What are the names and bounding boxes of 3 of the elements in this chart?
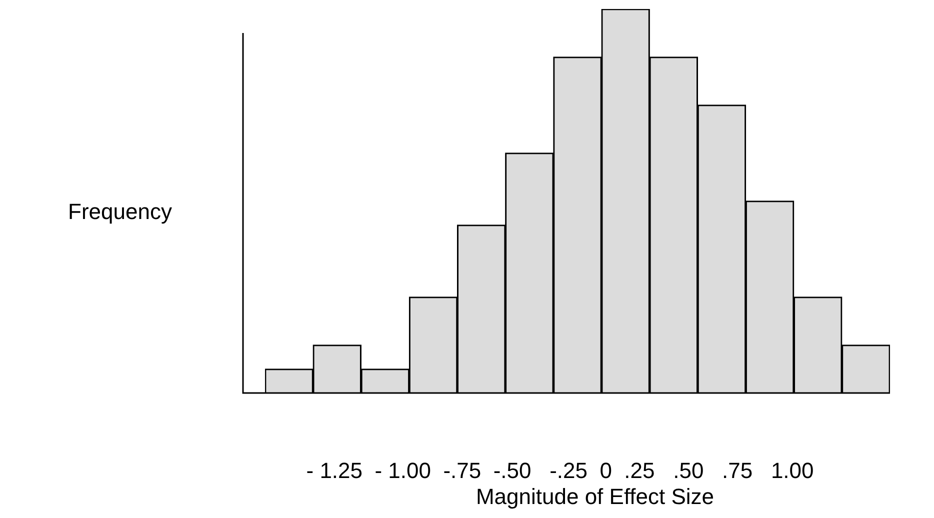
x-axis-title: Magnitude of Effect Size	[476, 484, 714, 510]
y-axis-title: Frequency	[68, 199, 172, 224]
text: - 1.25 - 1.00 -.75 -.50 -.25 0 .25 .50 .75 1.00	[306, 458, 814, 484]
